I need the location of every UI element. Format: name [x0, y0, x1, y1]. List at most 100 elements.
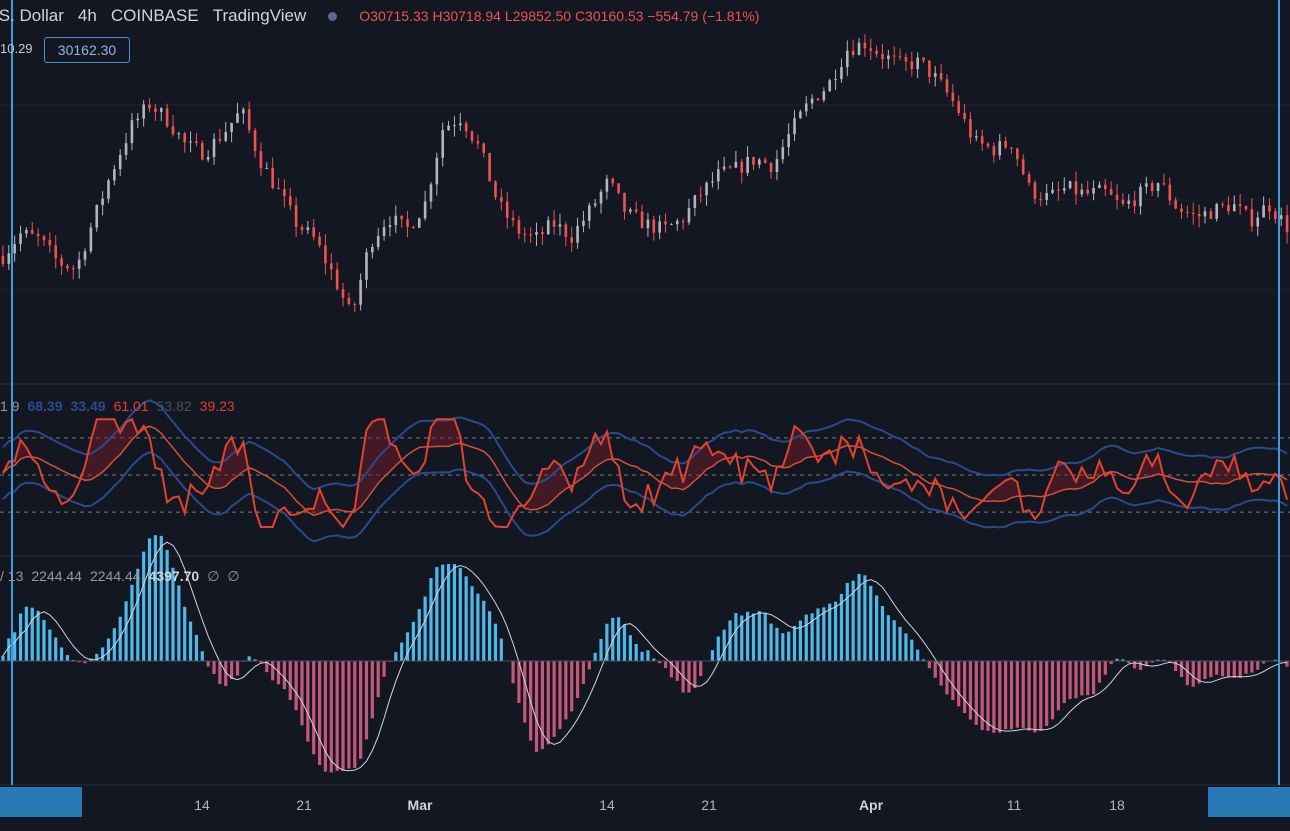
histogram-bar: [1285, 661, 1289, 667]
candle-body: [933, 73, 937, 77]
candle-body: [476, 140, 480, 144]
histogram-bar: [974, 661, 978, 725]
x-axis-label: 14: [599, 797, 615, 813]
histogram-bar: [875, 595, 879, 661]
candle-body: [494, 181, 497, 198]
candle-body: [541, 232, 544, 235]
candle-body: [482, 143, 486, 153]
histogram-bar: [188, 621, 193, 661]
histogram-bar: [1138, 661, 1143, 670]
histogram-bar: [253, 659, 257, 661]
close-value: C30160.53: [574, 8, 644, 24]
symbol-name[interactable]: .S. Dollar: [0, 6, 64, 25]
histogram-bar: [429, 578, 433, 661]
histogram-bar: [1127, 661, 1131, 664]
histogram-bar: [36, 610, 40, 661]
candle-body: [699, 195, 703, 197]
histogram-bar: [1133, 661, 1137, 669]
candle-body: [353, 303, 357, 305]
candle-body: [1121, 199, 1125, 204]
hist-value-5: ∅: [227, 568, 240, 584]
candle-body: [1197, 214, 1201, 217]
candle-body: [1227, 204, 1230, 212]
histogram-bar: [59, 647, 64, 661]
candle-body: [1232, 204, 1236, 212]
candle-body: [1115, 194, 1119, 200]
histogram-bar: [1121, 659, 1125, 661]
histogram-bar: [845, 582, 849, 661]
histogram-legend[interactable]: / 13 2244.44 2244.44 4397.70 ∅ ∅: [0, 568, 240, 585]
candle-body: [470, 131, 474, 141]
candle-body: [857, 42, 861, 55]
histogram-bar: [435, 567, 439, 661]
candle-body: [722, 166, 726, 170]
candle-body: [939, 73, 943, 80]
rsi-ma-line: [2, 425, 1288, 517]
rsi-line: [2, 417, 1289, 529]
histogram-bar: [1056, 661, 1060, 711]
histogram-signal-line: [2, 541, 1288, 772]
candle-body: [1139, 186, 1142, 207]
histogram-bar: [716, 636, 720, 661]
candle-body: [623, 192, 626, 212]
candle-body: [212, 138, 216, 157]
candle-body: [294, 205, 298, 228]
candle-body: [892, 55, 896, 57]
histogram-bar: [740, 615, 744, 661]
histogram-bar: [1209, 661, 1213, 677]
interval-label[interactable]: 4h: [77, 6, 97, 25]
candle-body: [30, 229, 34, 234]
candle-body: [758, 159, 761, 165]
candle-body: [148, 104, 151, 109]
candle-body: [734, 161, 738, 168]
rsi-prefix: 1 9: [0, 398, 20, 414]
rsi-value: 61.01: [113, 398, 149, 414]
histogram-bar: [13, 632, 17, 661]
histogram-bar: [1197, 661, 1201, 684]
candle-body: [283, 188, 286, 197]
histogram-bar: [212, 661, 216, 674]
histogram-bar: [816, 608, 820, 661]
histogram-bar: [1080, 661, 1084, 696]
candle-body: [746, 157, 749, 173]
candle-body: [488, 152, 491, 182]
candle-body: [957, 101, 961, 113]
histogram-bar: [775, 627, 779, 661]
candle-body: [675, 220, 679, 225]
histogram-bar: [693, 661, 697, 688]
candle-body: [247, 109, 251, 131]
histogram-bar: [312, 661, 316, 755]
candle-body: [423, 201, 427, 219]
candle-body: [394, 215, 398, 226]
histogram-bar: [1238, 661, 1242, 678]
candle-body: [804, 103, 808, 112]
rsi-upper-band: [2, 399, 1288, 491]
candle-body: [1180, 208, 1183, 212]
histogram-bar: [957, 661, 961, 707]
candle-body: [42, 236, 46, 241]
histogram-bar: [851, 580, 855, 661]
histogram-bar: [1074, 661, 1078, 699]
candle-body: [195, 141, 198, 144]
histogram-bar: [200, 651, 204, 661]
candle-body: [177, 133, 181, 135]
candle-body: [787, 134, 790, 148]
histogram-bar: [1215, 661, 1219, 675]
last-price-label: 30162.30: [44, 37, 130, 63]
candle-body: [1010, 147, 1013, 149]
rsi-lower-band-value: 33.49: [70, 398, 106, 414]
histogram-bar: [898, 626, 902, 661]
x-axis-label: 11: [1006, 797, 1022, 813]
candle-body: [928, 60, 931, 77]
histogram-bar: [218, 661, 222, 685]
candle-body: [218, 138, 222, 141]
histogram-bar: [476, 593, 480, 661]
candle-body: [242, 109, 245, 114]
histogram-bar: [1027, 661, 1031, 731]
candle-body: [763, 159, 767, 163]
rsi-legend[interactable]: 1 9 68.39 33.49 61.01 53.82 39.23: [0, 398, 235, 414]
histogram-bar: [1097, 661, 1102, 683]
candle-body: [1279, 215, 1283, 219]
